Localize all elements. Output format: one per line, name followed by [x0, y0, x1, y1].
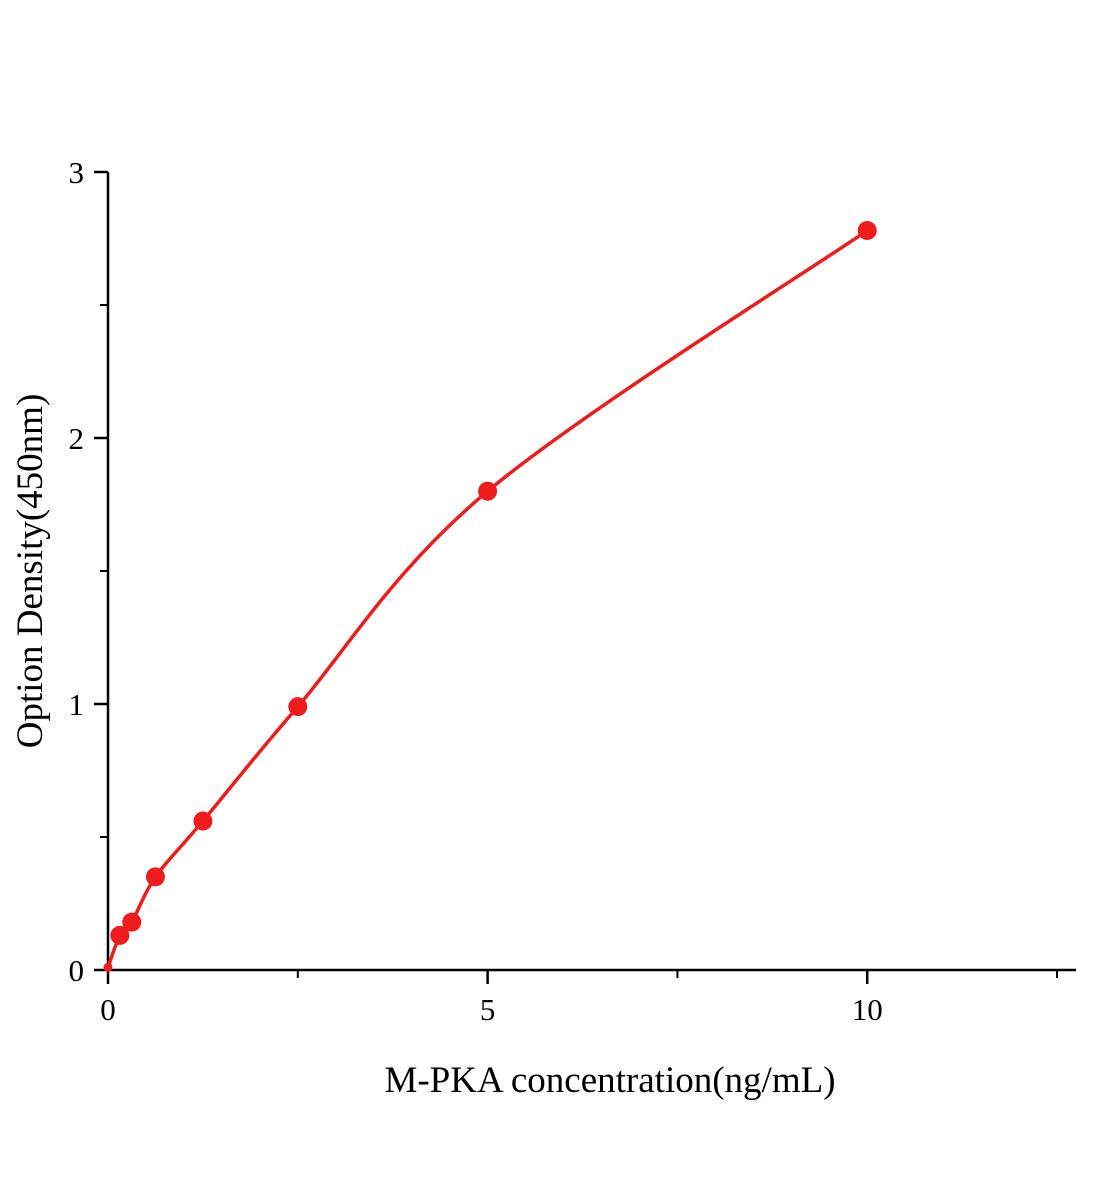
x-tick-label: 10 — [852, 992, 883, 1027]
y-tick-label: 0 — [69, 953, 85, 988]
y-tick-label: 2 — [69, 421, 85, 456]
data-point — [193, 811, 213, 831]
y-tick-label: 3 — [69, 155, 85, 190]
y-axis-title: Option Density(450nm) — [10, 394, 51, 749]
data-point — [857, 221, 877, 241]
data-point — [478, 481, 498, 501]
data-point — [103, 962, 113, 972]
plot-layer: 0 5 10 0 1 2 3 — [69, 155, 1076, 1027]
x-tick-label: 0 — [100, 992, 116, 1027]
x-axis-title: M-PKA concentration(ng/mL) — [384, 1060, 835, 1101]
data-point — [145, 867, 165, 887]
fit-curve — [106, 228, 869, 970]
data-point — [110, 925, 130, 945]
y-tick-label: 1 — [69, 687, 85, 722]
x-tick-label: 5 — [480, 992, 496, 1027]
data-point — [288, 697, 308, 717]
data-point — [122, 912, 142, 932]
